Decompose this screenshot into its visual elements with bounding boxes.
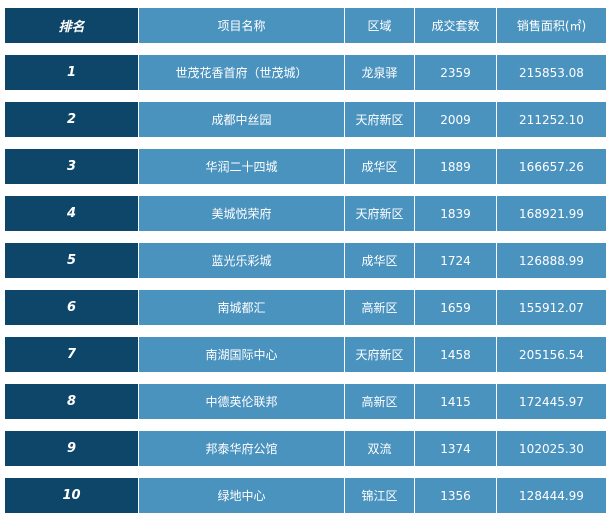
rank-cell: 7 [5, 337, 138, 372]
rank-cell: 4 [5, 196, 138, 231]
sales-area-cell: 168921.99 [496, 196, 606, 231]
district-cell: 高新区 [344, 290, 414, 325]
sales-area-cell: 128444.99 [496, 478, 606, 513]
transactions-cell: 成交套数 [414, 8, 496, 43]
project-name-cell: 南湖国际中心 [138, 337, 344, 372]
district-cell: 天府新区 [344, 196, 414, 231]
sales-area-cell: 155912.07 [496, 290, 606, 325]
table-row: 4 美城悦荣府 天府新区 1839 168921.99 [5, 196, 606, 231]
table-row: 1 世茂花香首府（世茂城） 龙泉驿 2359 215853.08 [5, 55, 606, 90]
sales-area-cell: 126888.99 [496, 243, 606, 278]
rank-cell: 9 [5, 431, 138, 466]
sales-area-cell: 102025.30 [496, 431, 606, 466]
district-cell: 成华区 [344, 243, 414, 278]
transactions-cell: 1889 [414, 149, 496, 184]
sales-area-cell: 166657.26 [496, 149, 606, 184]
district-cell: 天府新区 [344, 337, 414, 372]
district-cell: 区域 [344, 8, 414, 43]
project-name-cell: 项目名称 [138, 8, 344, 43]
project-name-cell: 绿地中心 [138, 478, 344, 513]
project-name-cell: 华润二十四城 [138, 149, 344, 184]
transactions-cell: 1659 [414, 290, 496, 325]
transactions-cell: 1415 [414, 384, 496, 419]
rank-cell: 10 [5, 478, 138, 513]
table-row: 2 成都中丝园 天府新区 2009 211252.10 [5, 102, 606, 137]
rank-cell: 3 [5, 149, 138, 184]
project-name-cell: 成都中丝园 [138, 102, 344, 137]
district-cell: 成华区 [344, 149, 414, 184]
sales-area-cell: 211252.10 [496, 102, 606, 137]
table-row: 5 蓝光乐彩城 成华区 1724 126888.99 [5, 243, 606, 278]
rank-cell: 2 [5, 102, 138, 137]
rank-cell: 排名 [5, 8, 138, 43]
district-cell: 锦江区 [344, 478, 414, 513]
project-name-cell: 世茂花香首府（世茂城） [138, 55, 344, 90]
project-name-cell: 蓝光乐彩城 [138, 243, 344, 278]
table-row: 8 中德英伦联邦 高新区 1415 172445.97 [5, 384, 606, 419]
transactions-cell: 2009 [414, 102, 496, 137]
transactions-cell: 1724 [414, 243, 496, 278]
rank-cell: 6 [5, 290, 138, 325]
rank-cell: 1 [5, 55, 138, 90]
sales-area-cell: 销售面积(㎡) [496, 8, 606, 43]
sales-area-cell: 205156.54 [496, 337, 606, 372]
sales-area-cell: 172445.97 [496, 384, 606, 419]
transactions-cell: 1356 [414, 478, 496, 513]
table-row: 3 华润二十四城 成华区 1889 166657.26 [5, 149, 606, 184]
rank-cell: 8 [5, 384, 138, 419]
district-cell: 双流 [344, 431, 414, 466]
transactions-cell: 2359 [414, 55, 496, 90]
header-row: 排名 项目名称 区域 成交套数 销售面积(㎡) [5, 8, 606, 43]
transactions-cell: 1458 [414, 337, 496, 372]
project-name-cell: 美城悦荣府 [138, 196, 344, 231]
transactions-cell: 1839 [414, 196, 496, 231]
table-row: 10 绿地中心 锦江区 1356 128444.99 [5, 478, 606, 513]
project-name-cell: 中德英伦联邦 [138, 384, 344, 419]
sales-area-cell: 215853.08 [496, 55, 606, 90]
project-name-cell: 南城都汇 [138, 290, 344, 325]
district-cell: 天府新区 [344, 102, 414, 137]
project-name-cell: 邦泰华府公馆 [138, 431, 344, 466]
table-row: 9 邦泰华府公馆 双流 1374 102025.30 [5, 431, 606, 466]
district-cell: 高新区 [344, 384, 414, 419]
transactions-cell: 1374 [414, 431, 496, 466]
table-row: 6 南城都汇 高新区 1659 155912.07 [5, 290, 606, 325]
district-cell: 龙泉驿 [344, 55, 414, 90]
table-row: 7 南湖国际中心 天府新区 1458 205156.54 [5, 337, 606, 372]
rank-cell: 5 [5, 243, 138, 278]
